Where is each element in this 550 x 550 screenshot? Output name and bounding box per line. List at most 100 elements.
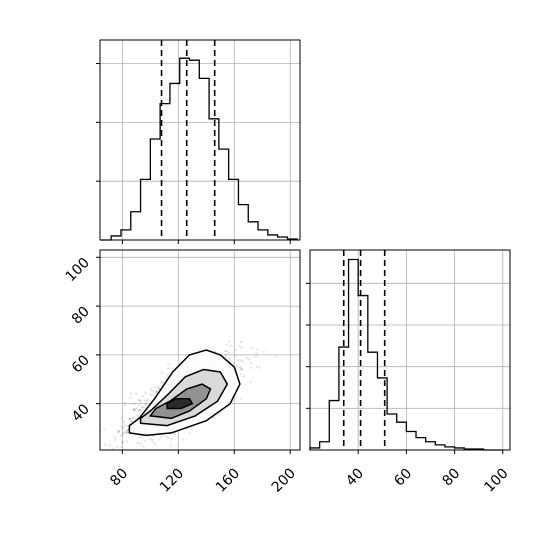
scatter-point	[132, 408, 135, 411]
scatter-point	[242, 360, 245, 363]
scatter-point	[245, 356, 248, 360]
scatter-point	[240, 359, 243, 362]
scatter-point	[117, 431, 120, 434]
scatter-point	[234, 354, 237, 357]
scatter-point	[144, 400, 147, 403]
scatter-point	[150, 387, 153, 390]
scatter-point	[103, 443, 107, 446]
scatter-point	[123, 401, 126, 404]
histogram-bars	[101, 57, 298, 241]
scatter-point	[128, 417, 131, 420]
scatter-point	[182, 438, 185, 441]
scatter-point	[133, 402, 136, 405]
scatter-point	[139, 400, 142, 403]
scatter-point	[134, 409, 137, 412]
scatter-point	[126, 431, 129, 434]
scatter-point	[161, 380, 164, 383]
scatter-point	[125, 440, 129, 443]
scatter-point	[139, 442, 142, 445]
scatter-point	[125, 430, 128, 434]
scatter-point	[142, 445, 145, 448]
scatter-point	[251, 346, 254, 349]
scatter-point	[170, 444, 173, 447]
scatter-point	[119, 434, 123, 437]
scatter-point	[228, 358, 231, 361]
scatter-point	[138, 435, 141, 438]
scatter-point	[151, 393, 154, 396]
contour-line	[128, 349, 241, 437]
scatter-point	[241, 368, 244, 371]
scatter-point	[123, 424, 126, 427]
scatter-point	[122, 420, 126, 423]
scatter-point	[121, 442, 124, 445]
scatter-point	[103, 428, 106, 431]
scatter-point	[120, 426, 123, 429]
scatter-point	[235, 364, 238, 367]
scatter-point	[126, 425, 129, 428]
scatter-point	[137, 404, 140, 407]
scatter-point	[206, 345, 210, 348]
scatter-point	[233, 362, 236, 365]
scatter-point	[256, 352, 259, 355]
scatter-point	[224, 349, 227, 353]
y-tick-label: 100	[63, 255, 93, 285]
x-tick-label: 60	[391, 466, 415, 490]
scatter-point	[139, 408, 142, 411]
scatter-point	[225, 349, 228, 352]
scatter-point	[173, 433, 176, 436]
scatter-point	[225, 343, 228, 346]
histogram-bars	[309, 258, 503, 451]
scatter-point	[239, 368, 242, 371]
scatter-point	[158, 387, 161, 390]
scatter-point	[239, 397, 242, 400]
x-tick-label: 120	[157, 466, 187, 496]
panel-frame	[309, 249, 511, 451]
scatter-point	[130, 420, 133, 423]
scatter-point	[144, 402, 147, 405]
scatter-point	[235, 348, 238, 351]
scatter-point	[248, 358, 251, 361]
scatter-point	[118, 430, 121, 433]
panel-frame	[99, 39, 301, 241]
scatter-point	[227, 351, 230, 354]
scatter-point	[235, 395, 238, 398]
scatter-point	[274, 355, 277, 358]
scatter-point	[138, 399, 141, 402]
scatter-point	[166, 436, 170, 440]
scatter-point	[128, 417, 131, 420]
scatter-point	[240, 341, 243, 344]
joint-scatter-panel: 80 120 160 200 40 60 80 100	[63, 249, 301, 496]
scatter-point	[249, 366, 252, 369]
scatter-point	[122, 427, 125, 430]
x-tick-label: 40	[343, 466, 367, 490]
scatter-point	[134, 417, 137, 420]
scatter-point	[157, 387, 161, 390]
scatter-point	[113, 436, 116, 439]
scatter-point	[153, 390, 156, 394]
scatter-point	[151, 389, 154, 392]
scatter-point	[138, 409, 141, 413]
scatter-point	[142, 406, 145, 409]
scatter-point	[151, 440, 154, 443]
scatter-point	[114, 438, 117, 441]
scatter-point	[135, 392, 138, 396]
scatter-point	[128, 418, 131, 421]
scatter-point	[249, 381, 252, 384]
scatter-point	[120, 445, 123, 449]
scatter-point	[117, 429, 120, 432]
scatter-point	[155, 389, 158, 392]
scatter-point	[156, 390, 159, 394]
y-tick-label: 80	[69, 304, 93, 328]
scatter-point	[256, 348, 259, 351]
scatter-point	[138, 399, 141, 402]
scatter-point	[166, 373, 169, 376]
scatter-point	[138, 408, 141, 412]
y-tick-label: 40	[69, 401, 93, 425]
scatter-point	[158, 438, 161, 441]
scatter-point	[225, 355, 228, 358]
scatter-point	[136, 414, 139, 417]
scatter-point	[153, 442, 157, 445]
x-tick-label: 200	[269, 466, 299, 496]
scatter-point	[132, 417, 135, 420]
